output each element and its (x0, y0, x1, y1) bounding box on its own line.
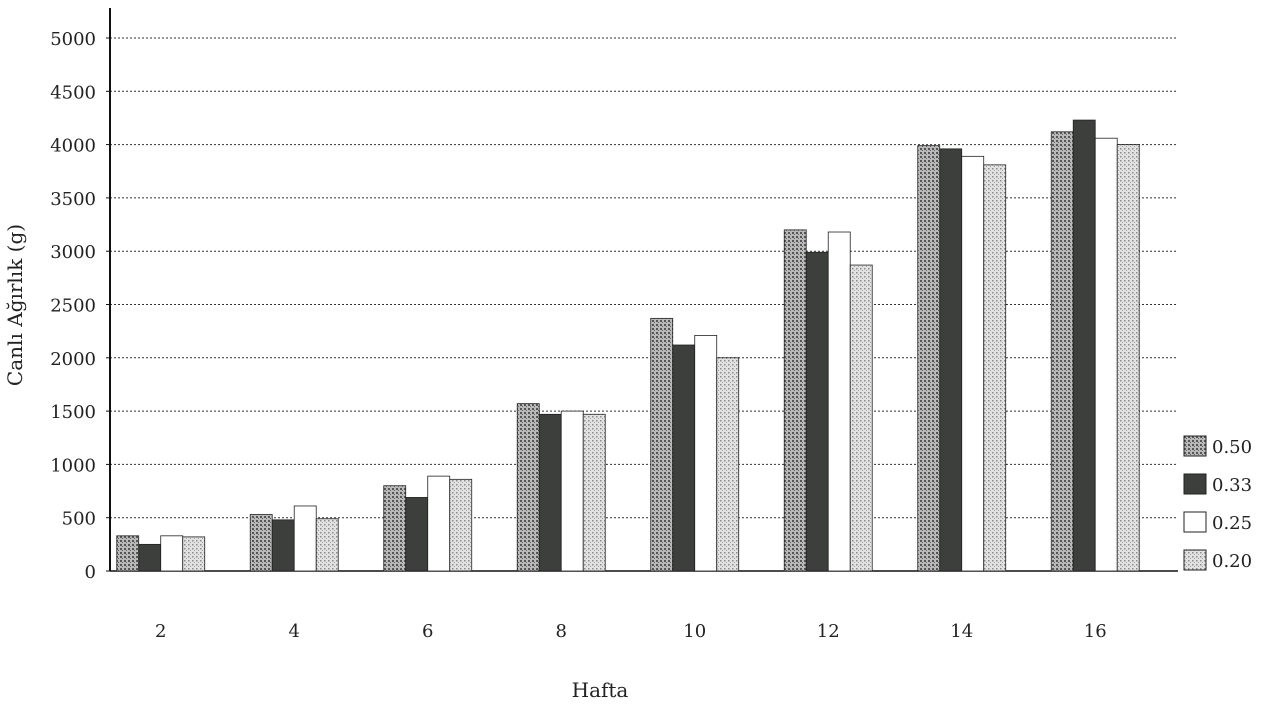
x-tick-label: 6 (422, 621, 433, 642)
bar-033-week-10 (672, 344, 696, 572)
bar-025-week-2 (160, 535, 184, 572)
bars (116, 119, 1140, 572)
bar-025-week-4 (293, 505, 317, 572)
y-tick-label: 2500 (50, 296, 96, 317)
bar-020-week-4 (315, 518, 339, 572)
y-tick-label: 1500 (50, 402, 96, 423)
bar-025-week-14 (961, 155, 985, 572)
bar-050-week-12 (783, 229, 807, 572)
legend-label: 0.50 (1212, 437, 1252, 458)
legend: 0.50 0.33 0.25 0.20 (1183, 435, 1252, 572)
x-tick-label: 10 (683, 621, 706, 642)
bar-033-week-4 (271, 519, 295, 572)
bar-050-week-14 (917, 145, 941, 572)
bar-020-week-2 (182, 536, 206, 572)
bar-020-week-14 (983, 164, 1007, 572)
bar-020-week-8 (582, 413, 606, 572)
bar-033-week-2 (138, 543, 162, 572)
bar-025-week-10 (694, 335, 718, 572)
y-tick-label: 500 (62, 509, 96, 530)
y-tick-label: 1000 (50, 455, 96, 476)
y-tick-label: 2000 (50, 349, 96, 370)
x-tick-label: 16 (1084, 621, 1107, 642)
bar-020-week-6 (449, 478, 473, 572)
x-axis-label: Hafta (572, 678, 629, 702)
bar-033-week-14 (939, 148, 963, 572)
y-tick-label: 0 (85, 562, 96, 583)
bar-050-week-8 (516, 403, 540, 572)
bar-050-week-10 (650, 317, 674, 572)
bar-025-week-6 (427, 475, 451, 572)
legend-swatch (1183, 473, 1207, 495)
bar-025-week-8 (560, 410, 584, 572)
bar-050-week-6 (383, 485, 407, 572)
gridlines (110, 37, 1178, 519)
bar-033-week-12 (805, 251, 829, 572)
y-tick-label: 4000 (50, 136, 96, 157)
legend-swatch (1183, 549, 1207, 571)
y-tick-label: 5000 (50, 29, 96, 50)
legend-label: 0.20 (1212, 551, 1252, 572)
legend-label: 0.33 (1212, 475, 1252, 496)
x-tick-label: 14 (950, 621, 973, 642)
bar-025-week-12 (827, 231, 851, 572)
x-tick-label: 8 (556, 621, 567, 642)
bar-033-week-6 (405, 497, 429, 572)
bar-050-week-4 (249, 514, 273, 572)
bar-033-week-8 (538, 413, 562, 572)
y-tick-labels: 0 500 1000 1500 2000 2500 3000 3500 4000 4500 5000 (50, 29, 110, 583)
bar-020-week-10 (716, 357, 740, 572)
y-tick-label: 4500 (50, 82, 96, 103)
bar-050-week-2 (116, 535, 140, 572)
legend-swatch (1183, 511, 1207, 533)
bar-033-week-16 (1072, 119, 1096, 572)
bar-020-week-16 (1116, 144, 1140, 572)
bar-020-week-12 (849, 264, 873, 572)
y-tick-label: 3500 (50, 189, 96, 210)
x-tick-labels: 2 4 6 8 10 12 14 16 (155, 621, 1107, 642)
y-tick-label: 3000 (50, 242, 96, 263)
bar-050-week-16 (1050, 131, 1074, 572)
x-tick-label: 2 (155, 621, 166, 642)
x-tick-label: 12 (817, 621, 840, 642)
y-axis-label: Canlı Ağırlık (g) (3, 224, 27, 386)
legend-swatch (1183, 435, 1207, 457)
bar-025-week-16 (1094, 137, 1118, 572)
legend-label: 0.25 (1212, 513, 1252, 534)
x-tick-label: 4 (289, 621, 300, 642)
